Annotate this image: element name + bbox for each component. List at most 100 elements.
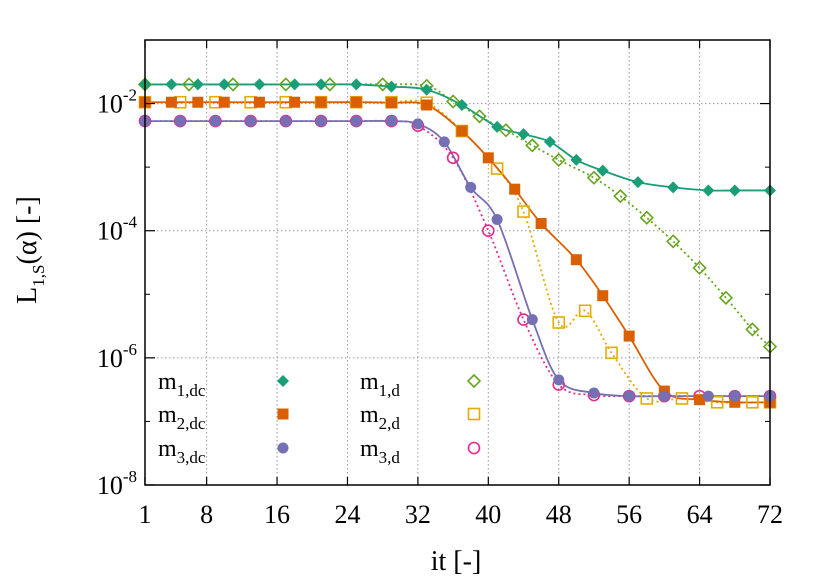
data-point-m2d (578, 304, 592, 318)
y-axis-label-base: L (12, 287, 43, 304)
x-tick-label: 24 (334, 500, 360, 529)
data-point-m1d (666, 234, 681, 249)
x-tick-label: 56 (616, 500, 642, 529)
data-point-m1d (181, 77, 197, 92)
y-axis-label-subscript: 1,S (29, 264, 48, 286)
data-point-m2dc (623, 330, 635, 342)
data-point-m2dc (315, 96, 327, 108)
data-point-m2dc (192, 96, 204, 108)
data-point-m3dc (588, 387, 600, 399)
data-point-m2dc (218, 96, 230, 108)
y-tick-label: 10-8 (97, 467, 137, 500)
data-point-m2dc (165, 96, 177, 108)
data-point-m3d (482, 224, 495, 238)
x-tick-label: 16 (264, 500, 290, 529)
grid-lines (145, 40, 770, 485)
data-point-m1dc (728, 184, 741, 197)
legend-item-m3dc: m3,dc (158, 436, 289, 467)
data-point-m3dc (315, 115, 327, 127)
x-tick-label: 1 (139, 500, 152, 529)
data-point-m1dc (420, 83, 433, 96)
data-point-m1d (278, 77, 293, 92)
data-point-m2dc (482, 152, 494, 164)
legend-label: m2,dc (158, 402, 206, 433)
data-point-m3dc (526, 314, 538, 326)
data-point-m3dc (385, 115, 397, 127)
legend-label: m2,d (360, 402, 400, 433)
legend-item-m1d: m1,d (360, 369, 482, 400)
data-point-m2dc (456, 125, 468, 137)
data-point-m1d (472, 109, 487, 124)
data-point-m2dc (385, 97, 397, 109)
data-point-m3dc (553, 374, 565, 386)
data-point-m1d (498, 123, 514, 138)
data-point-m3dc (350, 115, 362, 127)
x-tick-label: 40 (475, 500, 501, 529)
data-point-m1dc (218, 78, 231, 91)
data-point-m1dc (631, 176, 644, 189)
x-tick-label: 32 (405, 500, 431, 529)
data-point-m1d (551, 152, 566, 168)
data-point-m3dc (465, 181, 477, 193)
data-point-m2dc (729, 396, 741, 408)
data-point-m2dc (535, 217, 547, 229)
data-point-m2dc (509, 183, 521, 195)
data-point-m2dc (570, 254, 582, 266)
data-point-m1dc (288, 78, 301, 91)
x-tick-label: 8 (200, 500, 213, 529)
y-tick-label: 10-4 (97, 213, 138, 246)
series-line-m1d (145, 83, 771, 348)
data-point-m1dc (191, 78, 204, 91)
x-tick-label: 64 (687, 500, 713, 529)
data-point-m1dc (315, 78, 328, 91)
data-point-m2d (517, 205, 530, 218)
data-point-m2d (552, 316, 566, 329)
data-point-m3dc (412, 118, 424, 130)
data-point-m2d (490, 162, 504, 175)
x-tick-label: 72 (757, 500, 783, 529)
data-point-m1d (718, 290, 734, 305)
data-point-m2d (605, 346, 618, 360)
data-point-m1dc (570, 153, 583, 166)
legend-marker-m1d (466, 373, 482, 389)
legend-item-m2d: m2,d (360, 402, 481, 433)
y-axis-label-rest: (α) [-] (12, 196, 43, 264)
data-point-m3dc (729, 390, 741, 402)
y-axis-label: L1,S(α) [-] (12, 196, 48, 304)
data-point-m1dc (491, 120, 504, 133)
x-axis-label: it [-] (431, 546, 482, 577)
data-point-m1dc (385, 80, 398, 93)
data-point-m3d (446, 151, 460, 165)
data-point-m1dc (165, 78, 178, 91)
legend-label: m3,d (360, 436, 400, 467)
legend-item-m3d: m3,d (360, 436, 481, 467)
legend-marker-m1dc (277, 375, 289, 387)
data-point-m2dc (421, 99, 433, 111)
y-tick-label: 10-2 (97, 86, 137, 119)
data-point-m3dc (438, 136, 450, 148)
data-point-m3dc (702, 390, 714, 402)
data-point-m1dc (702, 184, 715, 197)
legend-marker-m3d (467, 441, 481, 455)
plot-frame (144, 39, 771, 486)
data-point-m3dc (174, 115, 186, 127)
data-point-m1d (586, 170, 602, 185)
legend-marker-m2d (467, 407, 481, 421)
data-point-m2dc (694, 394, 706, 406)
data-point-m1dc (350, 78, 363, 91)
data-point-m2dc (253, 96, 265, 108)
data-point-m3dc (623, 390, 635, 402)
data-point-m1dc (253, 78, 266, 91)
legend-label: m1,dc (158, 369, 206, 400)
axis-ticks: 1 8 16 24 32 40 48 56 64 72 10-2 10-4 10-6 10-8 (97, 39, 783, 529)
data-point-m1d (639, 210, 654, 225)
legend-item-m2dc: m2,dc (158, 402, 289, 433)
data-point-m3dc (209, 115, 221, 127)
data-point-m1dc (667, 181, 680, 194)
legend-marker-m3dc (277, 442, 289, 454)
series-markers (137, 77, 778, 409)
x-tick-label: 48 (546, 500, 572, 529)
data-point-m3dc (491, 214, 503, 226)
